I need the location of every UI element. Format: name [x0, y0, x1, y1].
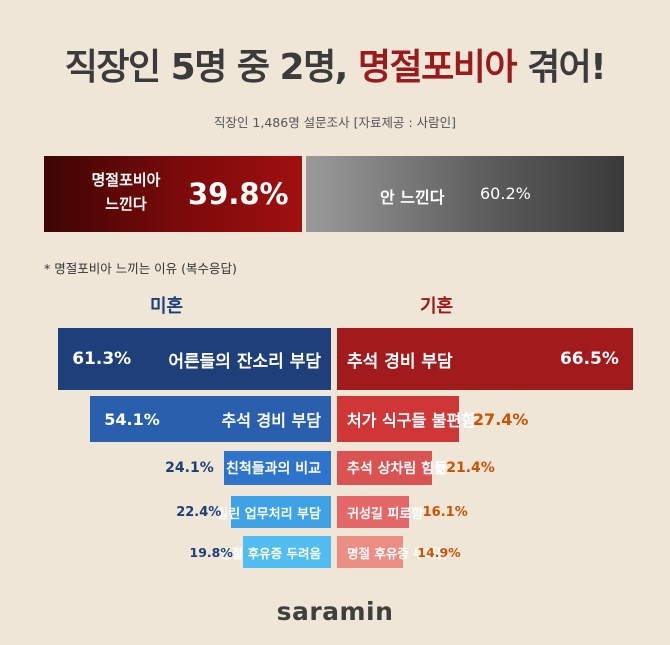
title-part1: 직장인 5명 중 2명, — [64, 47, 349, 88]
married-reason-bar — [337, 328, 633, 390]
single-reason-label: 친척들과의 비교 — [225, 461, 321, 477]
married-reason-bar — [337, 451, 433, 485]
single-reason-bar — [231, 496, 331, 528]
phobia-yes-label: 명절포비아 느낀다 — [74, 168, 178, 216]
single-reason-row: 명절 후유증 두려움 19.8% — [190, 536, 331, 568]
single-reason-bar — [242, 536, 331, 568]
single-reason-percent: 22.4% — [176, 504, 222, 520]
married-reason-label: 명절 후유증 두려움 — [347, 545, 448, 561]
single-reason-percent: 61.3% — [72, 349, 132, 369]
single-reason-percent: 54.1% — [104, 409, 160, 429]
married-reason-bar — [337, 536, 404, 568]
married-reason-percent: 21.4% — [446, 460, 495, 476]
single-reason-bar — [58, 328, 331, 390]
title-accent: 명절포비아 — [357, 47, 518, 88]
phobia-no-percent: 60.2% — [480, 184, 531, 203]
single-group-header: 미혼 — [150, 296, 184, 317]
married-reason-percent: 16.1% — [422, 504, 468, 520]
single-reason-percent: 19.8% — [189, 544, 233, 560]
phobia-yes-percent: 39.8% — [188, 177, 289, 211]
single-reason-row: 밀린 업무처리 부담 22.4% — [176, 496, 331, 528]
married-reason-row: 처가 식구들 불편함 27.4% — [337, 396, 528, 442]
title-part2: 겪어! — [527, 47, 607, 88]
single-reason-percent: 24.1% — [165, 460, 214, 476]
single-reason-label: 밀린 업무처리 부담 — [216, 506, 321, 522]
single-reason-label: 어른들의 잔소리 부담 — [168, 351, 321, 372]
survey-subtitle: 직장인 1,486명 설문조사 [자료제공 : 사람인] — [213, 115, 457, 130]
single-reason-bar — [90, 396, 331, 442]
phobia-no-bar — [306, 156, 624, 232]
single-reason-row: 친척들과의 비교 24.1% — [165, 451, 331, 485]
phobia-yes-bar — [44, 156, 302, 232]
phobia-no-label: 안 느낀다 — [380, 188, 445, 207]
single-reason-row: 추석 경비 부담 54.1% — [90, 396, 331, 442]
married-reason-row: 귀성길 피로함 16.1% — [337, 496, 468, 528]
single-reason-label: 명절 후유증 두려움 — [220, 545, 321, 561]
page-title: 직장인 5명 중 2명, 명절포비아 겪어! — [0, 38, 670, 90]
reasons-note: * 명절포비아 느끼는 이유 (복수응답) — [44, 261, 237, 276]
married-reason-bar — [337, 396, 459, 442]
married-reason-row: 추석 상차림 힘듦 21.4% — [337, 451, 495, 485]
married-reason-label: 추석 상차림 힘듦 — [347, 461, 447, 477]
saramin-logo: saramin — [276, 597, 394, 626]
married-reason-label: 귀성길 피로함 — [347, 506, 424, 522]
married-reason-percent: 66.5% — [559, 349, 619, 369]
married-reason-label: 추석 경비 부담 — [347, 351, 453, 372]
married-reason-label: 처가 식구들 불편함 — [347, 411, 476, 430]
single-reason-row: 어른들의 잔소리 부담 61.3% — [58, 328, 331, 390]
married-reason-percent: 14.9% — [417, 544, 461, 560]
single-reason-label: 추석 경비 부담 — [221, 411, 321, 430]
single-reason-bar — [223, 451, 331, 485]
married-group-header: 기혼 — [420, 296, 454, 317]
married-reason-row: 추석 경비 부담 66.5% — [337, 328, 633, 390]
married-reason-percent: 27.4% — [472, 409, 529, 429]
phobia-yes-label-line2: 느낀다 — [105, 195, 147, 213]
married-reason-row: 명절 후유증 두려움 14.9% — [337, 536, 461, 568]
married-reason-bar — [337, 496, 409, 528]
phobia-yes-label-line1: 명절포비아 — [91, 171, 161, 189]
